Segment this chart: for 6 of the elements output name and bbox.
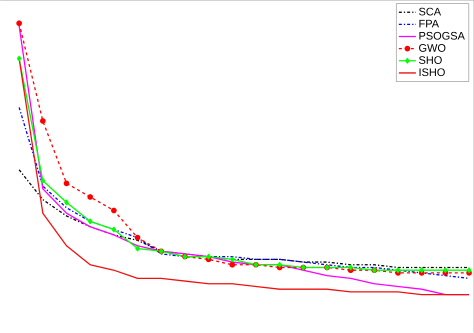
legend-label: SCA (419, 8, 442, 16)
legend-label: GWO (419, 44, 446, 52)
legend-label: FPA (419, 20, 440, 28)
legend-label: ISHO (420, 68, 445, 76)
legend-label: SHO (419, 56, 442, 64)
legend-label: PSOGSA (419, 32, 465, 40)
